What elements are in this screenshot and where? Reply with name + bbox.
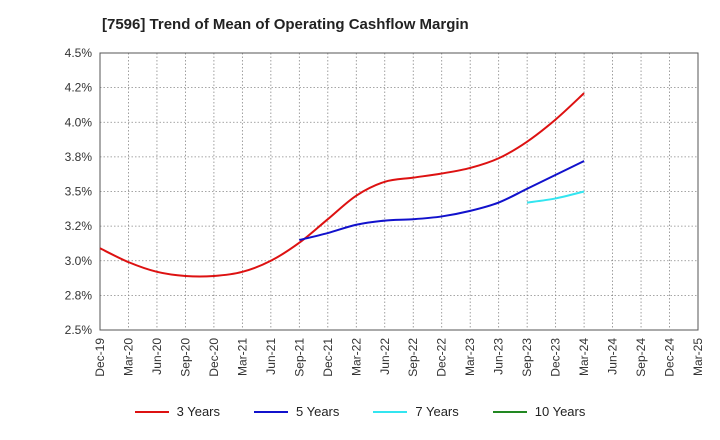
legend-label: 3 Years xyxy=(176,404,220,419)
x-tick-label: Jun-20 xyxy=(150,338,164,375)
legend-item: 3 Years xyxy=(134,404,220,419)
legend-item: 10 Years xyxy=(492,404,586,419)
y-tick-label: 3.0% xyxy=(65,254,93,268)
x-tick-label: Jun-24 xyxy=(606,338,620,375)
x-tick-label: Jun-23 xyxy=(492,338,506,375)
y-tick-label: 4.2% xyxy=(65,81,93,95)
legend-item: 5 Years xyxy=(254,404,339,419)
legend-swatch xyxy=(254,410,288,413)
y-tick-label: 2.5% xyxy=(65,323,93,337)
x-tick-label: Sep-24 xyxy=(634,338,648,377)
series-line-3-years xyxy=(99,92,585,278)
series-line-5-years xyxy=(299,160,585,241)
x-tick-label: Sep-21 xyxy=(292,338,306,377)
x-tick-label: Mar-22 xyxy=(349,338,363,376)
y-tick-label: 4.5% xyxy=(65,46,93,60)
y-axis: 4.5% 4.2% 4.0% 3.8% 3.5% 3.2% 3.0% 2.8% 2.5% xyxy=(65,46,93,337)
legend-label: 7 Years xyxy=(415,404,459,419)
x-tick-label: Dec-22 xyxy=(435,338,449,377)
legend-label: 10 Years xyxy=(534,404,586,419)
x-tick-label: Sep-22 xyxy=(406,338,420,377)
x-tick-label: Dec-21 xyxy=(321,338,335,377)
legend-swatch xyxy=(373,410,408,413)
x-tick-label: Mar-23 xyxy=(463,338,477,376)
x-tick-label: Sep-23 xyxy=(520,338,534,377)
legend-label: 5 Years xyxy=(296,404,340,419)
x-tick-label: Jun-21 xyxy=(264,338,278,375)
legend-item: 7 Years xyxy=(373,404,459,419)
legend-swatch xyxy=(134,410,169,413)
y-tick-label: 3.8% xyxy=(65,150,93,164)
x-axis: Dec-19 Mar-20 Jun-20 Sep-20 Dec-20 Mar-21 Jun-… xyxy=(93,338,705,377)
legend: 3 Years 5 Years 7 Years 10 Years xyxy=(0,404,720,419)
series-lines xyxy=(99,92,585,278)
x-tick-label: Mar-25 xyxy=(691,338,705,376)
plot-frame xyxy=(99,52,699,331)
x-tick-label: Dec-23 xyxy=(549,338,563,377)
y-tick-label: 3.5% xyxy=(65,185,93,199)
y-tick-label: 3.2% xyxy=(65,219,93,233)
x-tick-label: Mar-24 xyxy=(577,338,591,376)
chart-title: [7596] Trend of Mean of Operating Cashfl… xyxy=(102,16,469,33)
x-tick-label: Mar-21 xyxy=(235,338,249,376)
series-line-7-years xyxy=(526,190,585,204)
y-tick-label: 4.0% xyxy=(65,115,93,129)
x-tick-label: Jun-22 xyxy=(378,338,392,375)
legend-swatch xyxy=(492,410,527,413)
x-tick-label: Dec-19 xyxy=(93,338,107,377)
grid xyxy=(100,53,698,330)
x-tick-label: Sep-20 xyxy=(178,338,192,377)
x-tick-label: Dec-24 xyxy=(663,338,677,377)
x-tick-label: Mar-20 xyxy=(121,338,135,376)
y-tick-label: 2.8% xyxy=(65,288,93,302)
x-tick-label: Dec-20 xyxy=(207,338,221,377)
